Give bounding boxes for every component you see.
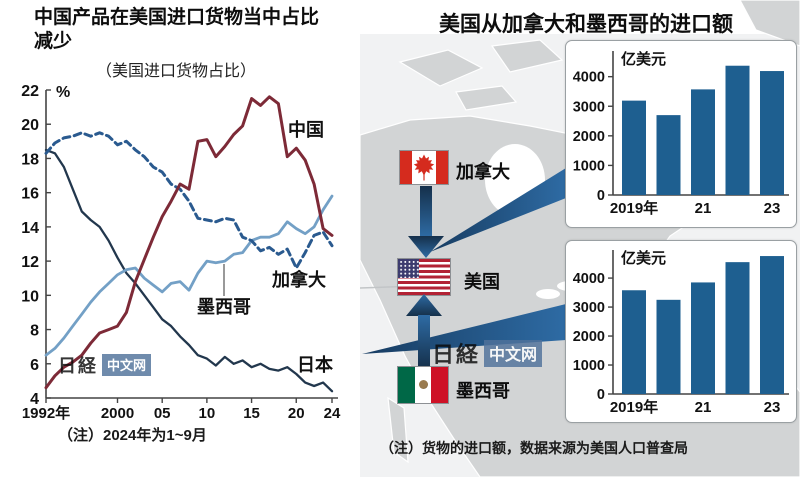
svg-text:6: 6 bbox=[30, 357, 39, 374]
svg-text:4: 4 bbox=[30, 391, 39, 408]
svg-text:05: 05 bbox=[154, 405, 171, 422]
left-chart-subtitle: （美国进口货物占比） bbox=[96, 63, 257, 80]
mexico-flag-band bbox=[398, 367, 415, 403]
svg-text:亿美元: 亿美元 bbox=[621, 249, 666, 267]
mexico-flag-icon bbox=[398, 367, 448, 403]
nikkei-logo: 日経 bbox=[432, 342, 481, 367]
svg-text:1000: 1000 bbox=[573, 358, 605, 374]
usa-label: 美国 bbox=[464, 272, 500, 292]
mexico-flag-band bbox=[415, 367, 431, 403]
svg-text:21: 21 bbox=[695, 399, 712, 416]
svg-text:10: 10 bbox=[21, 288, 39, 305]
svg-text:中国: 中国 bbox=[288, 119, 324, 140]
svg-text:24: 24 bbox=[324, 405, 341, 422]
canada-imports-bar-chart: 0 1000 2000 3000 4000 亿美元 2019年 21 23 bbox=[573, 50, 789, 217]
svg-text:2019年: 2019年 bbox=[610, 398, 658, 416]
svg-text:23: 23 bbox=[764, 200, 781, 217]
svg-text:3000: 3000 bbox=[573, 99, 605, 115]
svg-text:1992年: 1992年 bbox=[22, 404, 70, 422]
svg-text:0: 0 bbox=[597, 188, 605, 204]
svg-text:2000: 2000 bbox=[573, 329, 605, 345]
left-title-line1: 中国产品在美国进口货物当中占比 bbox=[34, 7, 320, 28]
left-chart-title: 中国产品在美国进口货物当中占比 减少 bbox=[34, 6, 334, 54]
svg-text:14: 14 bbox=[21, 220, 39, 237]
svg-text:21: 21 bbox=[695, 200, 712, 217]
nikkei-cn-badge: 中文网 bbox=[484, 339, 543, 367]
nikkei-watermark: 日経 中文网 bbox=[58, 352, 152, 378]
canada-imports-chart-box: 0 1000 2000 3000 4000 亿美元 2019年 21 23 bbox=[565, 40, 797, 228]
canada-flag-band bbox=[436, 151, 448, 184]
svg-text:%: % bbox=[56, 84, 70, 101]
svg-text:22: 22 bbox=[21, 83, 39, 100]
svg-text:3000: 3000 bbox=[573, 300, 605, 316]
svg-text:2019年: 2019年 bbox=[610, 199, 658, 217]
canada-flag-band bbox=[400, 151, 412, 184]
nikkei-watermark: 日経 中文网 bbox=[432, 337, 543, 369]
svg-text:4000: 4000 bbox=[573, 70, 605, 86]
left-title-line2: 减少 bbox=[34, 30, 73, 52]
imports-share-line-chart: 4 6 8 10 12 14 16 18 20 22 % 1992年 2000 05 10 15 20 24 日本 墨… bbox=[21, 83, 341, 422]
svg-text:0: 0 bbox=[597, 387, 605, 403]
mexico-imports-chart-box: 0 1000 2000 3000 4000 亿美元 2019年 21 23 bbox=[565, 240, 797, 423]
mexico-label: 墨西哥 bbox=[456, 381, 510, 401]
svg-text:加拿大: 加拿大 bbox=[271, 269, 326, 290]
usa-flag-icon bbox=[398, 259, 450, 295]
svg-text:15: 15 bbox=[243, 405, 260, 422]
mexico-flag-band bbox=[431, 367, 448, 403]
china-share-panel: 中国产品在美国进口货物当中占比 减少 （美国进口货物占比） 4 6 8 10 12 14 1… bbox=[0, 0, 360, 477]
down-arrow-icon bbox=[408, 186, 444, 258]
nikkei-logo: 日経 bbox=[58, 356, 98, 376]
maple-leaf-icon bbox=[413, 154, 435, 181]
left-chart-note: （注）2024年为1~9月 bbox=[58, 427, 207, 444]
svg-text:日本: 日本 bbox=[297, 354, 333, 375]
svg-text:4000: 4000 bbox=[573, 271, 605, 287]
beam-canada bbox=[430, 168, 566, 252]
right-chart-title: 美国从加拿大和墨西哥的进口额 bbox=[439, 13, 733, 36]
canada-label: 加拿大 bbox=[456, 162, 510, 182]
svg-text:2000: 2000 bbox=[573, 129, 605, 145]
svg-text:20: 20 bbox=[288, 405, 305, 422]
mexico-eagle-emblem bbox=[419, 380, 428, 389]
svg-text:12: 12 bbox=[21, 254, 39, 271]
usa-flag-canton bbox=[398, 259, 419, 279]
mexico-imports-bar-chart: 0 1000 2000 3000 4000 亿美元 2019年 21 23 bbox=[573, 249, 789, 416]
right-chart-note: （注）货物的进口额，数据来源为美国人口普查局 bbox=[380, 440, 688, 456]
imports-value-panel: 美国从加拿大和墨西哥的进口额 加拿大 美国 墨西哥 0 1000 2000 bbox=[360, 0, 800, 477]
up-arrow-icon bbox=[406, 294, 442, 368]
svg-text:1000: 1000 bbox=[573, 158, 605, 174]
svg-text:2000: 2000 bbox=[101, 405, 134, 422]
canada-flag-icon bbox=[400, 151, 448, 184]
svg-text:8: 8 bbox=[30, 323, 39, 340]
svg-text:墨西哥: 墨西哥 bbox=[197, 297, 251, 317]
svg-text:亿美元: 亿美元 bbox=[621, 50, 666, 68]
nikkei-cn-badge: 中文网 bbox=[102, 354, 152, 376]
svg-text:10: 10 bbox=[199, 405, 216, 422]
svg-text:23: 23 bbox=[764, 399, 781, 416]
svg-text:20: 20 bbox=[21, 117, 39, 134]
svg-text:16: 16 bbox=[21, 186, 39, 203]
svg-text:18: 18 bbox=[21, 151, 39, 168]
